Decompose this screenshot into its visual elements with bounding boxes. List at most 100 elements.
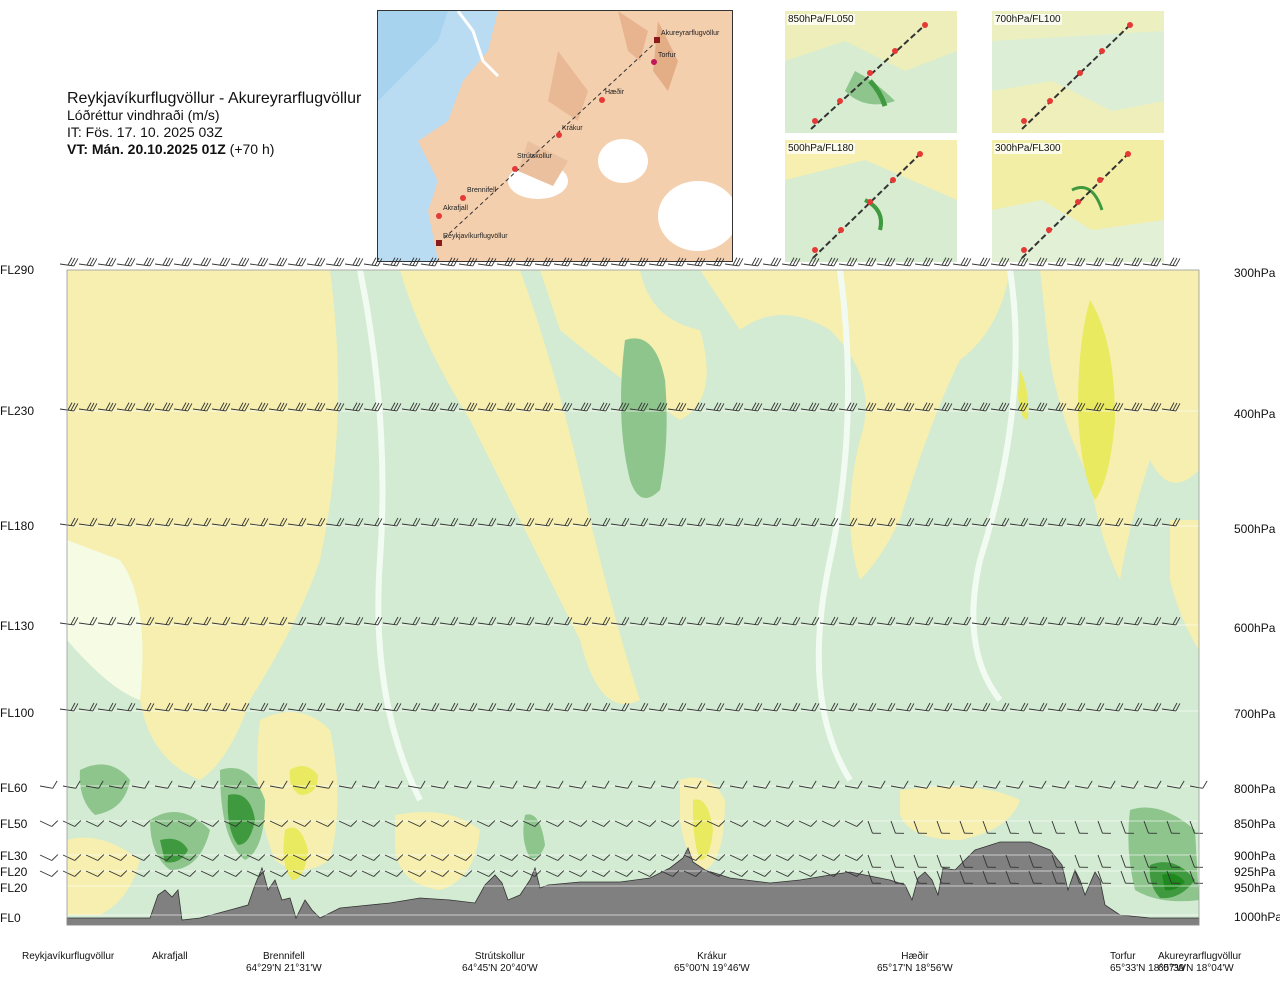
wind-barb [363, 616, 383, 626]
wind-barb [177, 870, 197, 877]
wind-barb [729, 870, 749, 877]
wind-barb [439, 616, 459, 626]
wind-barb [800, 517, 820, 527]
wind-barb [637, 854, 657, 861]
thumbnail-850hpa-svg [785, 11, 957, 133]
wind-barb [430, 870, 450, 877]
wind-barb [629, 702, 649, 712]
wind-barb [667, 257, 687, 267]
wind-barb [971, 517, 991, 527]
wind-barb [572, 702, 592, 712]
wind-barb [743, 616, 763, 626]
updraft-region [523, 814, 545, 859]
waypoint-name: Hæðir [901, 951, 929, 962]
wind-barb [913, 820, 927, 834]
wind-barb [1142, 702, 1162, 712]
wind-barb [430, 780, 449, 789]
wind-barb [857, 702, 877, 712]
wind-barb [591, 820, 611, 827]
wind-barb [499, 854, 519, 861]
wind-barb [781, 702, 801, 712]
wind-barb [781, 517, 801, 527]
thumbnail-850hpa[interactable]: 850hPa/FL050 [785, 11, 957, 133]
wind-barb [752, 870, 772, 877]
wind-barb [344, 402, 364, 412]
wind-barb [173, 702, 193, 712]
right-axis-label: 850hPa [1234, 817, 1276, 831]
wind-barb [325, 257, 345, 267]
wind-barb [515, 702, 535, 712]
wind-barb [798, 870, 818, 877]
wind-barb [477, 517, 497, 527]
wind-barb [683, 780, 702, 789]
left-axis-label: FL60 [0, 781, 28, 795]
thumbnail-700hpa[interactable]: 700hPa/FL100 [992, 11, 1164, 133]
wind-barb [1142, 616, 1162, 626]
wind-barb [453, 820, 473, 827]
left-axis-label: FL290 [0, 263, 35, 277]
thumbnail-500hpa[interactable]: 500hPa/FL180 [785, 140, 957, 262]
wind-barb [306, 517, 326, 527]
wind-barb [1047, 702, 1067, 712]
wind-barb [268, 257, 288, 267]
wind-barb [800, 402, 820, 412]
wind-barb [819, 402, 839, 412]
wind-barb [325, 616, 345, 626]
wind-barb [819, 257, 839, 267]
wind-barb [292, 854, 312, 861]
wind-barb [752, 820, 772, 827]
downdraft-region [289, 766, 318, 795]
wind-barb [62, 780, 81, 789]
wind-barb [781, 257, 801, 267]
wind-barb [800, 702, 820, 712]
wind-barb [211, 402, 231, 412]
wind-barb [246, 780, 265, 789]
wind-barb [85, 870, 105, 877]
wind-barb [867, 820, 881, 834]
waypoint-coord: 65°17'N 18°56'W [877, 963, 953, 974]
wind-barb [743, 257, 763, 267]
wind-barb [844, 780, 863, 789]
thumbnail-300hpa[interactable]: 300hPa/FL300 [992, 140, 1164, 262]
wind-barb [401, 616, 421, 626]
wind-barb [610, 402, 630, 412]
wind-barb [97, 616, 117, 626]
wind-barb [775, 854, 795, 861]
wind-barb [407, 820, 427, 827]
wind-barb [496, 257, 516, 267]
wind-barb [936, 854, 950, 868]
wind-barb [287, 257, 307, 267]
wind-barb [591, 616, 611, 626]
wind-barb [1051, 780, 1070, 789]
wind-barb [982, 820, 996, 834]
wind-barb [821, 780, 840, 789]
wind-barb [230, 257, 250, 267]
wind-barb [407, 854, 427, 861]
wind-barb [1066, 616, 1086, 626]
wind-barb [211, 616, 231, 626]
wind-barb [154, 870, 174, 877]
wind-barb [545, 780, 564, 789]
wind-barb [97, 402, 117, 412]
plot-frame [66, 269, 1200, 926]
wind-barb [192, 702, 212, 712]
wind-barb [1189, 780, 1208, 789]
wind-barb [344, 702, 364, 712]
wind-barb [453, 780, 472, 789]
wind-barb [62, 854, 82, 861]
wind-barb [914, 616, 934, 626]
wind-barb [572, 257, 592, 267]
waypoint-label: Akureyrarflugvöllur 65°39'N 18°04'W [1158, 951, 1241, 975]
wind-barb [1028, 402, 1048, 412]
wind-barb [729, 854, 749, 861]
wind-barb [420, 257, 440, 267]
wind-barb [200, 780, 219, 789]
wind-barb [913, 854, 927, 868]
wind-barb [1051, 820, 1065, 834]
waypoint-name: Akrafjall [152, 951, 188, 962]
wind-barb [477, 616, 497, 626]
wind-barb [629, 402, 649, 412]
wind-barb [1028, 257, 1048, 267]
wind-barb [933, 616, 953, 626]
right-axis-label: 800hPa [1234, 782, 1276, 796]
